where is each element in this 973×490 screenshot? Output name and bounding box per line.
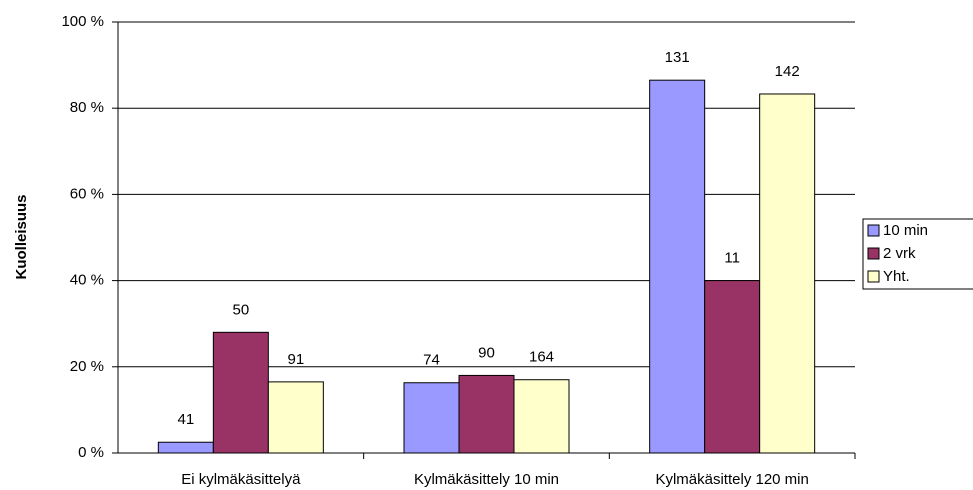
bar [704, 280, 761, 454]
bar [157, 441, 214, 454]
data-label: 11 [724, 250, 740, 267]
y-tick-label: 20 % [70, 358, 104, 375]
y-tick-label: 0 % [78, 444, 104, 461]
legend-box [862, 218, 973, 290]
y-tick-label: 60 % [70, 185, 104, 202]
bar [513, 379, 570, 454]
bar [267, 381, 324, 454]
y-tick-label: 40 % [70, 272, 104, 289]
legend-swatch [867, 224, 880, 237]
bar [649, 79, 706, 454]
data-label: 91 [287, 351, 304, 368]
legend-swatch [867, 247, 880, 260]
y-tick-label: 100 % [61, 13, 104, 30]
legend-swatch [867, 270, 880, 283]
bar [403, 382, 460, 454]
y-axis-label: Kuolleisuus [13, 194, 30, 279]
data-label: 74 [423, 352, 440, 369]
bar [458, 374, 515, 454]
data-label: 50 [232, 301, 249, 318]
data-label: 131 [665, 49, 690, 66]
bar [759, 93, 816, 454]
y-tick-label: 80 % [70, 99, 104, 116]
legend-label: 2 vrk [883, 245, 916, 262]
data-label: 164 [529, 349, 554, 366]
data-label: 41 [177, 411, 194, 428]
data-label: 90 [478, 344, 495, 361]
legend-label: Yht. [883, 268, 910, 285]
bar [212, 331, 269, 454]
data-label: 142 [775, 63, 800, 80]
x-tick-label: Ei kylmäkäsittelyä [181, 471, 301, 488]
x-tick-label: Kylmäkäsittely 120 min [655, 471, 808, 488]
x-tick-label: Kylmäkäsittely 10 min [414, 471, 559, 488]
legend-label: 10 min [883, 222, 928, 239]
